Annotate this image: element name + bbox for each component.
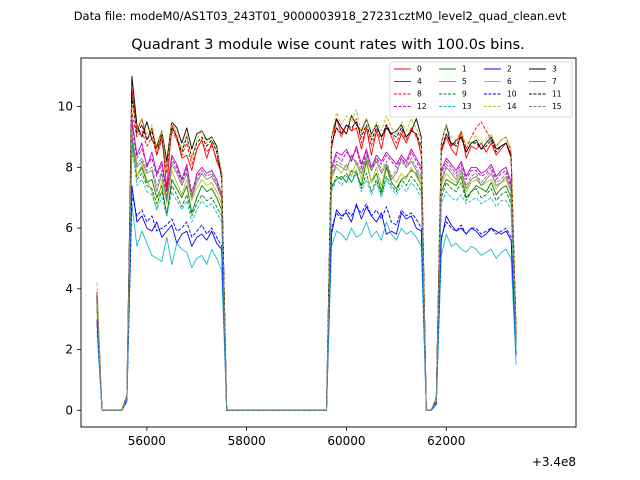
axis-ticks: 56000 58000 60000 62000 0 2 4 6 8 10 — [58, 100, 466, 448]
y-tick-label: 2 — [65, 343, 73, 357]
x-tick-label: 58000 — [228, 434, 266, 448]
series-line-5 — [96, 203, 517, 411]
series-line-15 — [96, 133, 517, 411]
x-axis-offset-label: +3.4e8 — [532, 455, 576, 469]
y-tick-label: 0 — [65, 403, 73, 417]
chart-title: Quadrant 3 module wise count rates with … — [131, 37, 525, 53]
legend-label-11: 11 — [552, 90, 562, 99]
y-tick-label: 8 — [65, 160, 73, 174]
y-tick-label: 10 — [58, 100, 73, 114]
series-line-3 — [96, 75, 517, 411]
legend-label-9: 9 — [462, 90, 467, 99]
series-line-14 — [96, 103, 517, 411]
data-file-caption: Data file: modeM0/AS1T03_243T01_90000039… — [74, 9, 567, 23]
plot-area — [96, 75, 517, 411]
series-line-4 — [96, 118, 517, 411]
legend-label-8: 8 — [417, 90, 422, 99]
series-line-7 — [96, 136, 517, 411]
legend-label-1: 1 — [462, 65, 467, 74]
legend-label-15: 15 — [552, 102, 562, 111]
series-line-13 — [96, 142, 517, 411]
legend-label-13: 13 — [462, 102, 472, 111]
series-line-2 — [96, 185, 517, 411]
legend-label-2: 2 — [507, 65, 512, 74]
x-tick-label: 56000 — [128, 434, 166, 448]
legend-box — [389, 61, 573, 118]
y-tick-label: 6 — [65, 221, 73, 235]
legend-label-0: 0 — [417, 65, 422, 74]
axes-frame — [80, 57, 577, 428]
legend-label-4: 4 — [417, 77, 422, 86]
legend-label-5: 5 — [462, 77, 467, 86]
legend-label-3: 3 — [552, 65, 557, 74]
legend-label-12: 12 — [417, 102, 427, 111]
x-tick-label: 62000 — [427, 434, 465, 448]
legend-label-6: 6 — [507, 77, 512, 86]
series-line-12 — [96, 124, 517, 411]
x-tick-label: 60000 — [327, 434, 365, 448]
legend-label-14: 14 — [507, 102, 517, 111]
series-line-8 — [96, 112, 517, 411]
legend-label-7: 7 — [552, 77, 557, 86]
legend-label-10: 10 — [507, 90, 517, 99]
y-tick-label: 4 — [65, 282, 73, 296]
series-line-9 — [96, 148, 517, 411]
